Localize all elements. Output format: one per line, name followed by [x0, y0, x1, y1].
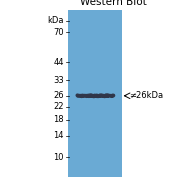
Text: Western Blot: Western Blot: [80, 0, 147, 7]
Text: 18: 18: [53, 115, 64, 124]
Text: 44: 44: [53, 58, 64, 67]
Text: 33: 33: [53, 76, 64, 85]
Text: 70: 70: [53, 28, 64, 37]
Text: ≠26kDa: ≠26kDa: [130, 91, 164, 100]
Text: 22: 22: [53, 102, 64, 111]
Text: 26: 26: [53, 91, 64, 100]
Bar: [68, 10, 122, 177]
Text: 14: 14: [53, 131, 64, 140]
Text: 10: 10: [53, 153, 64, 162]
Text: kDa: kDa: [47, 16, 64, 25]
